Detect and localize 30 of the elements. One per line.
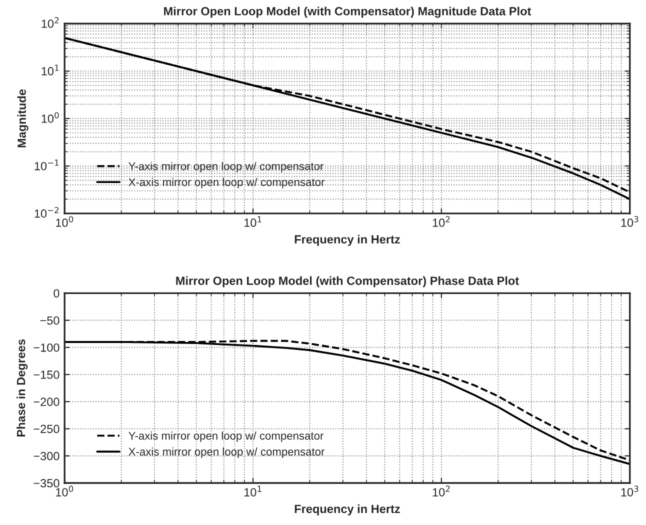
y-tick-label: −200 xyxy=(34,398,60,406)
y-tick-label: 10$^{−2}$ xyxy=(34,206,58,218)
x-tick-label: 10$^{2}$ xyxy=(432,486,450,496)
x-tick-label: 10$^{2}$ xyxy=(432,216,450,227)
y-tick-label: 0 xyxy=(54,289,60,298)
x-tick-label: 10$^{1}$ xyxy=(244,486,262,496)
legend-label: X-axis mirror open loop w/ compensator xyxy=(128,178,325,188)
y-tick-label: −300 xyxy=(34,452,60,460)
chart-title: Mirror Open Loop Model (with Compensator) Magnitude Data Plot xyxy=(164,6,532,18)
y-tick-label: 10$^{1}$ xyxy=(42,64,59,76)
y-tick-label: 10$^{2}$ xyxy=(42,17,59,28)
y-tick-label: 10$^{−1}$ xyxy=(34,160,59,170)
legend-label: Y-axis mirror open loop w/ compensator xyxy=(128,162,324,172)
legend-label: Y-axis mirror open loop w/ compensator xyxy=(128,432,324,442)
y-tick-label: −50 xyxy=(40,316,60,325)
x-tick-label: 10$^{3}$ xyxy=(621,216,638,227)
x-tick-label: 10$^{0}$ xyxy=(56,216,74,227)
y-axis-title: Magnitude xyxy=(17,89,28,148)
x-axis-title: Frequency in Hertz xyxy=(294,504,400,516)
y-axis-title: Phase in Degrees xyxy=(16,339,28,437)
chart-title: Mirror Open Loop Model (with Compensator) Phase Data Plot xyxy=(176,276,519,288)
y-tick-label: −250 xyxy=(34,424,60,434)
x-tick-label: 10$^{1}$ xyxy=(244,216,262,227)
y-tick-label: −350 xyxy=(34,479,60,488)
x-axis-title: Frequency in Hertz xyxy=(294,234,400,246)
y-tick-label: −100 xyxy=(34,343,60,352)
y-tick-label: −150 xyxy=(34,370,60,379)
x-tick-label: 10$^{3}$ xyxy=(621,486,638,496)
legend-label: X-axis mirror open loop w/ compensator xyxy=(128,447,325,458)
y-tick-label: 10$^{0}$ xyxy=(42,112,59,123)
